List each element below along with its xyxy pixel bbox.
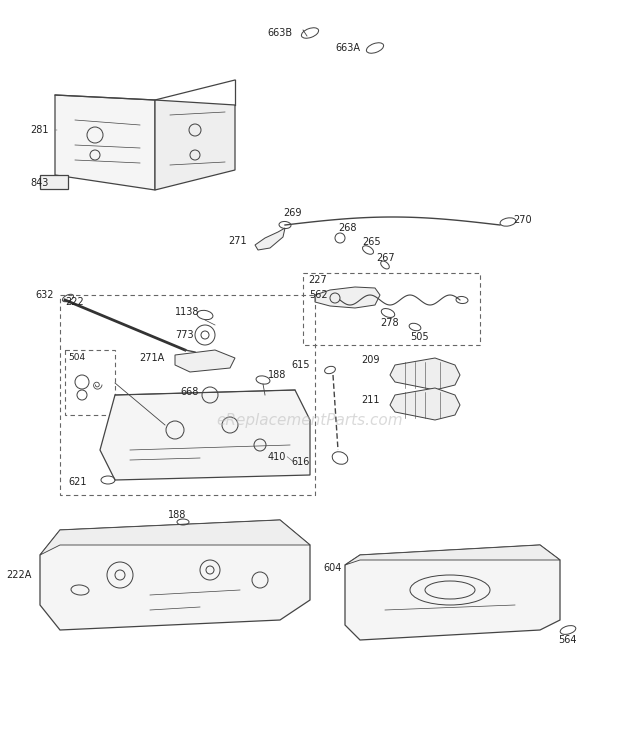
Text: 668: 668 (180, 387, 198, 397)
Bar (303, 273, 480, 345)
Text: 222A: 222A (7, 570, 32, 580)
Text: 271A: 271A (140, 353, 165, 363)
Text: 269: 269 (283, 208, 301, 218)
Text: 267: 267 (376, 253, 394, 263)
Polygon shape (345, 545, 560, 565)
Text: 278: 278 (380, 318, 399, 328)
Polygon shape (100, 390, 310, 480)
Text: 615: 615 (291, 360, 310, 370)
Text: 632: 632 (35, 290, 53, 300)
Bar (40, 175, 68, 189)
Polygon shape (390, 358, 460, 390)
Text: 564: 564 (558, 635, 577, 645)
Text: 281: 281 (30, 125, 48, 135)
Polygon shape (345, 545, 560, 640)
Text: 505: 505 (410, 332, 428, 342)
Bar (60, 295, 315, 495)
Text: 843: 843 (30, 178, 48, 188)
Polygon shape (55, 95, 155, 190)
Text: 188: 188 (168, 510, 187, 520)
Text: 663A: 663A (335, 43, 360, 53)
Text: 268: 268 (338, 223, 356, 233)
Polygon shape (40, 520, 310, 555)
Text: 616: 616 (291, 457, 310, 467)
Text: 211: 211 (361, 395, 380, 405)
Text: 504: 504 (68, 353, 85, 362)
Text: eReplacementParts.com: eReplacementParts.com (216, 412, 404, 428)
Text: 222: 222 (65, 297, 84, 307)
Polygon shape (315, 287, 380, 308)
Bar (65, 350, 115, 415)
Polygon shape (255, 228, 285, 250)
Text: 621: 621 (68, 477, 87, 487)
Polygon shape (175, 350, 235, 372)
Text: 227: 227 (308, 275, 327, 285)
Text: 270: 270 (513, 215, 531, 225)
Polygon shape (40, 520, 310, 630)
Text: 209: 209 (361, 355, 380, 365)
Text: 271: 271 (228, 236, 247, 246)
Text: 265: 265 (362, 237, 381, 247)
Text: 188: 188 (268, 370, 286, 380)
Text: 562: 562 (309, 290, 327, 300)
Polygon shape (390, 388, 460, 420)
Text: 604: 604 (324, 563, 342, 573)
Text: 1138: 1138 (175, 307, 200, 317)
Text: 410: 410 (268, 452, 286, 462)
Text: 773: 773 (175, 330, 193, 340)
Text: 663B: 663B (267, 28, 292, 38)
Polygon shape (155, 100, 235, 190)
